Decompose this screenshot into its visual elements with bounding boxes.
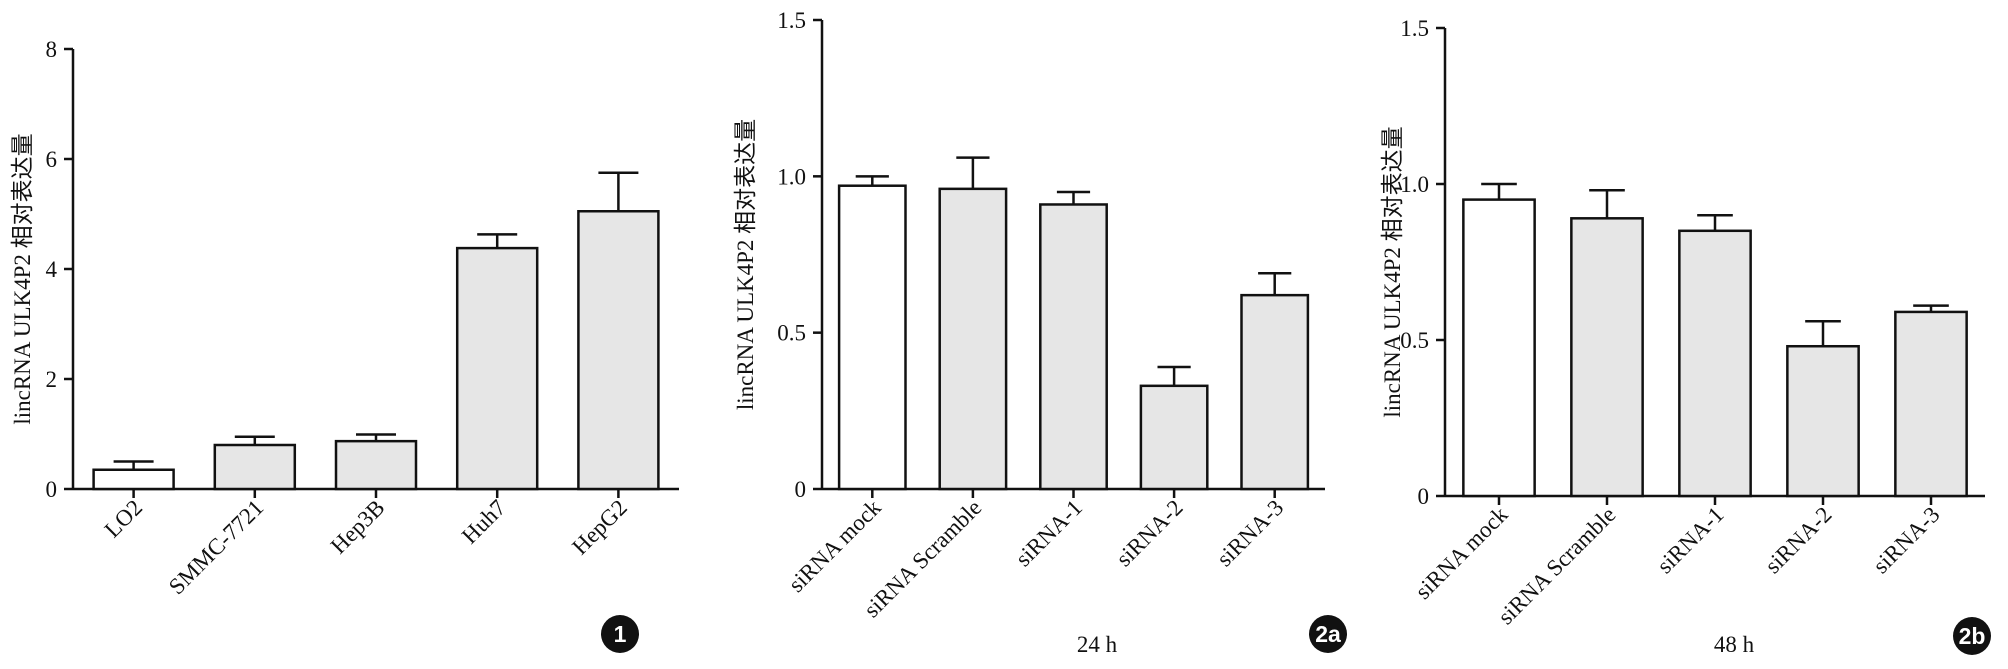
x-tick-label: siRNA mock [784, 495, 887, 598]
bar [1786, 344, 1860, 498]
bar [334, 439, 418, 491]
x-tick-label: siRNA-1 [1011, 495, 1087, 571]
badge [1309, 615, 1347, 653]
y-axis-label: lincRNA ULK4P2 相对表达量 [1380, 126, 1405, 417]
x-tick-label: siRNA-2 [1760, 502, 1836, 578]
bar [213, 443, 297, 491]
y-tick-label: 0.5 [1400, 328, 1429, 353]
x-tick-label: siRNA mock [1410, 502, 1513, 605]
bar [455, 246, 539, 491]
y-tick-label: 1.5 [777, 8, 806, 33]
y-tick-label: 6 [46, 147, 58, 172]
y-tick-label: 0.5 [777, 321, 806, 346]
bar [1139, 384, 1209, 491]
bar [1039, 203, 1108, 491]
bar [837, 184, 907, 491]
y-tick-label: 0 [1418, 484, 1430, 509]
y-tick-label: 1.0 [777, 164, 806, 189]
bar [577, 210, 660, 491]
x-tick-label: siRNA-2 [1111, 495, 1187, 571]
badge-label: 2a [1315, 621, 1341, 647]
bar [1894, 310, 1968, 498]
x-tick-label: siRNA-3 [1868, 502, 1944, 578]
y-tick-label: 0 [46, 477, 58, 502]
bar [938, 187, 1008, 491]
x-tick-label: siRNA-3 [1212, 495, 1288, 571]
bar [1570, 217, 1644, 498]
y-tick-label: 2 [46, 367, 58, 392]
subtitle: 24 h [1077, 632, 1118, 657]
subtitle: 48 h [1714, 632, 1755, 657]
x-tick-label: LO2 [100, 495, 147, 542]
y-tick-label: 1.5 [1400, 16, 1429, 41]
badge-label: 1 [614, 621, 627, 647]
badge [1953, 617, 1991, 655]
bar [1240, 293, 1310, 491]
y-axis-label: lincRNA ULK4P2 相对表达量 [10, 133, 35, 424]
y-tick-label: 0 [795, 477, 807, 502]
x-tick-label: Huh7 [457, 495, 511, 549]
x-tick-label: SMMC-7721 [164, 495, 268, 599]
x-tick-label: Hep3B [326, 495, 390, 559]
badge-label: 2b [1959, 623, 1986, 649]
y-axis-label: lincRNA ULK4P2 相对表达量 [733, 119, 758, 410]
bar [1462, 198, 1536, 498]
y-tick-label: 1.0 [1400, 172, 1429, 197]
x-tick-label: HepG2 [567, 495, 632, 560]
bar [92, 468, 175, 491]
badge [601, 615, 639, 653]
x-tick-label: siRNA-1 [1652, 502, 1728, 578]
y-tick-label: 8 [46, 37, 58, 62]
bar [1678, 229, 1752, 498]
y-tick-label: 4 [46, 257, 58, 282]
x-tick-label: siRNA Scramble [1493, 502, 1620, 629]
